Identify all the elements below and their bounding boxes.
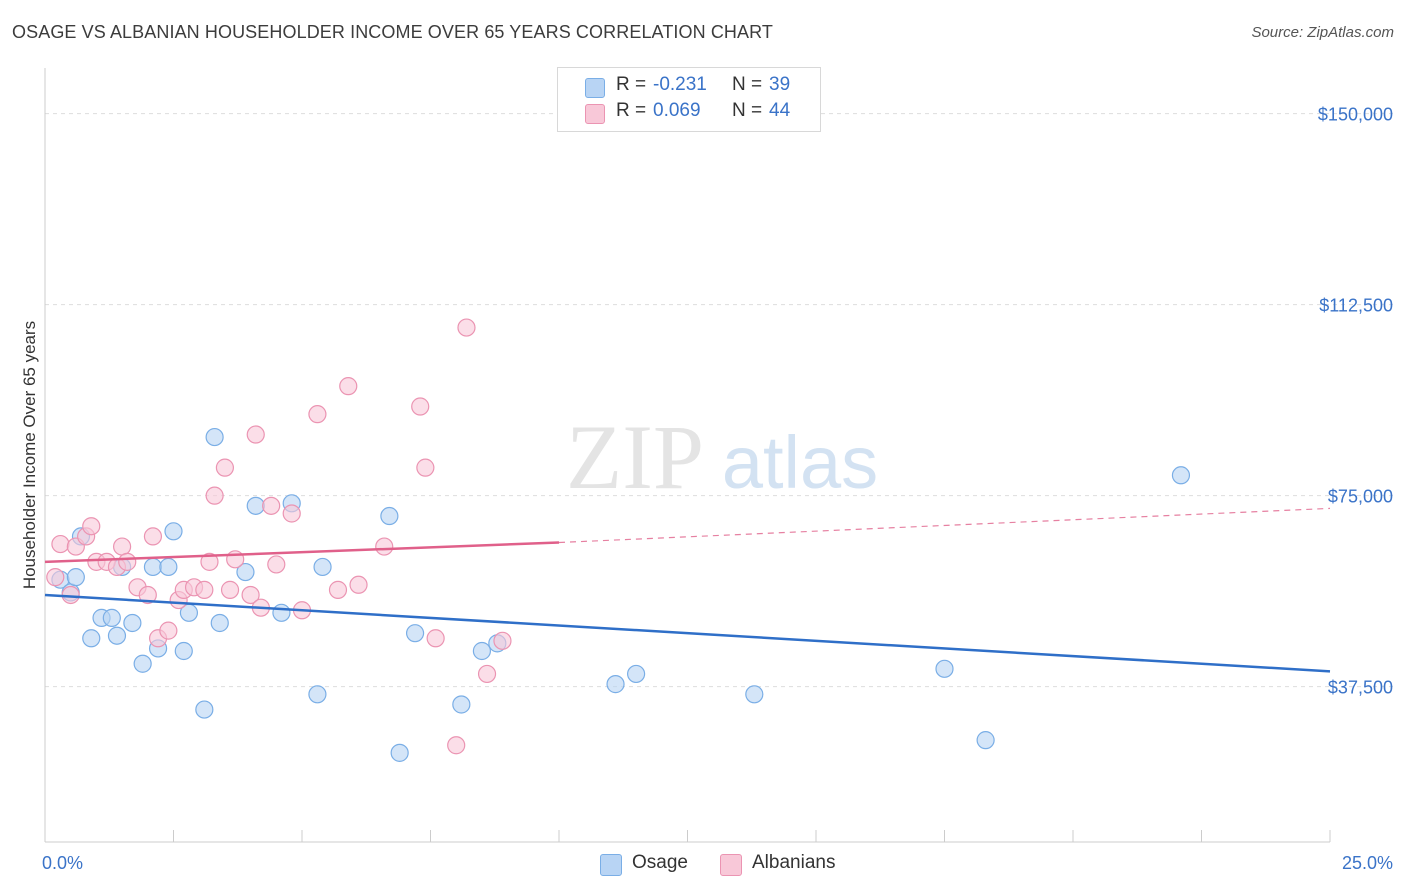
axis-layer	[44, 68, 1331, 843]
albanian-point	[112, 537, 132, 556]
osage-point	[935, 659, 954, 678]
albanian-point	[477, 664, 497, 684]
osage-point	[102, 608, 121, 627]
osage-point	[380, 506, 399, 526]
osage-point	[308, 685, 327, 704]
albanian-point	[220, 580, 240, 599]
osage-legend-icon	[600, 854, 622, 876]
osage-point	[405, 624, 425, 643]
legend-n-label: N =	[732, 100, 763, 121]
albanian-point	[416, 458, 435, 477]
legend-n-value: 44	[769, 100, 791, 121]
albanians-swatch-icon	[585, 104, 605, 124]
x-tick-label: 25.0%	[1342, 853, 1393, 873]
tick-label-layer: $37,500 $75,000 $112,500 $150,000 0.0% 25.0%	[42, 105, 1393, 873]
albanian-point	[375, 537, 394, 556]
source-label: Source: ZipAtlas.com	[1251, 24, 1394, 41]
osage-point	[246, 496, 265, 515]
osage-point	[606, 675, 625, 694]
osage-legend-label: Osage	[632, 852, 688, 873]
albanian-point	[282, 504, 301, 523]
albanian-point	[349, 575, 368, 594]
albanian-point	[46, 568, 65, 587]
osage-point	[210, 613, 229, 633]
albanian-point	[195, 580, 214, 599]
chart-title: OSAGE VS ALBANIAN HOUSEHOLDER INCOME OVE…	[12, 22, 773, 42]
albanian-trend-line	[44, 541, 560, 564]
correlation-legend: R = -0.231 N = 39 R = 0.069 N = 44	[557, 67, 821, 132]
albanians-legend-icon	[720, 854, 742, 876]
albanian-point	[200, 552, 219, 571]
y-tick-label: $37,500	[1328, 678, 1393, 698]
trend-layer	[44, 507, 1331, 673]
y-tick-label: $112,500	[1319, 296, 1393, 316]
osage-point	[976, 731, 995, 750]
albanian-point	[426, 629, 445, 648]
albanians-legend-label: Albanians	[752, 852, 836, 873]
albanian-point	[411, 397, 430, 416]
albanian-point	[328, 580, 348, 599]
osage-point	[195, 700, 214, 719]
albanian-point	[159, 621, 178, 640]
osage-point	[133, 654, 152, 673]
osage-point	[626, 664, 646, 684]
legend-n-label: N =	[732, 74, 763, 95]
albanian-point	[138, 585, 157, 605]
albanian-trend-extension	[558, 507, 1331, 544]
albanian-point	[118, 552, 137, 571]
points-layer	[46, 318, 1191, 762]
albanian-point	[308, 405, 327, 424]
albanian-point	[457, 318, 476, 337]
y-axis-label: Householder Income Over 65 years	[20, 320, 39, 590]
osage-point	[1171, 466, 1191, 485]
osage-point	[82, 629, 101, 648]
albanian-point	[82, 517, 101, 536]
osage-point	[313, 557, 332, 577]
albanian-point	[205, 486, 224, 505]
albanian-point	[143, 527, 163, 546]
watermark: ZIP atlas	[566, 406, 878, 508]
osage-point	[452, 695, 471, 714]
y-tick-label: $150,000	[1318, 105, 1393, 125]
osage-point	[164, 522, 183, 541]
osage-point	[472, 641, 491, 661]
osage-swatch-icon	[585, 78, 605, 98]
osage-point	[159, 557, 178, 577]
albanian-point	[241, 585, 260, 605]
osage-point	[66, 568, 85, 587]
osage-point	[123, 613, 142, 633]
albanian-point	[51, 534, 70, 554]
albanian-point	[339, 377, 358, 396]
osage-trend-line	[44, 593, 1331, 673]
albanian-point	[246, 425, 265, 444]
legend-r-label: R =	[616, 74, 647, 95]
legend-r-value: -0.231	[653, 74, 707, 95]
legend-r-value: 0.069	[653, 100, 701, 121]
legend-row-osage: R = -0.231 N = 39	[558, 74, 820, 100]
watermark-zip: ZIP	[566, 406, 704, 508]
osage-point	[143, 557, 163, 577]
osage-point	[174, 641, 193, 661]
watermark-atlas: atlas	[722, 421, 878, 504]
osage-point	[745, 685, 764, 704]
osage-point	[272, 603, 291, 622]
albanian-point	[447, 736, 466, 755]
legend-r-label: R =	[616, 100, 647, 121]
albanian-point	[267, 555, 286, 574]
osage-point	[236, 562, 255, 582]
y-tick-label: $75,000	[1328, 487, 1393, 507]
legend-row-albanians: R = 0.069 N = 44	[558, 100, 820, 126]
albanian-point	[262, 496, 281, 515]
x-tick-label: 0.0%	[42, 853, 83, 873]
legend-n-value: 39	[769, 74, 791, 95]
osage-point	[390, 743, 409, 762]
osage-point	[205, 427, 224, 447]
albanian-point	[215, 458, 234, 477]
osage-point	[107, 626, 127, 645]
albanian-point	[493, 631, 512, 650]
